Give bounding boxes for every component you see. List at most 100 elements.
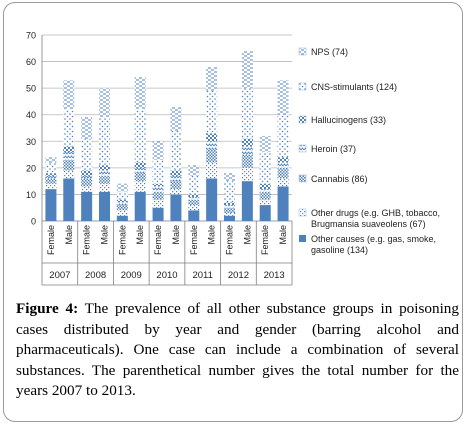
x-tick-label: Female [189, 225, 199, 255]
bar-segment [45, 183, 57, 190]
bar-segment [241, 181, 253, 221]
bar-segment [134, 109, 146, 163]
legend-swatch [298, 82, 307, 91]
y-tick-label: 30 [26, 137, 36, 147]
bar-segment [241, 50, 253, 89]
bar-segment [116, 191, 128, 200]
bar-segment [224, 202, 235, 206]
x-tick-label: Male [278, 225, 288, 245]
bar-segment [45, 175, 57, 179]
legend-swatch [298, 115, 307, 124]
bar-segment [170, 106, 182, 131]
bar-segment [63, 170, 75, 179]
bar-segment [134, 173, 146, 182]
y-tick-label: 10 [26, 190, 36, 200]
bar-segment [99, 191, 110, 221]
bar-segment [81, 186, 93, 192]
bar-segment [99, 165, 110, 171]
x-tick-label: Female [225, 225, 235, 255]
year-label: 2009 [121, 270, 142, 281]
bar-segment [134, 191, 146, 221]
stacked-bar-chart: 0 10 20 30 40 50 60 70 Female Male Female Male Femal… [26, 31, 440, 286]
bar-segment [99, 170, 110, 176]
bar-segment [206, 141, 218, 150]
bar-segment [170, 194, 182, 221]
bar-segment [206, 90, 218, 134]
bar-segment [152, 186, 164, 192]
x-tick-label: Male [207, 225, 217, 245]
legend-label: Heroin (37) [311, 144, 356, 154]
bar-segment [277, 157, 289, 163]
x-tick-label: Male [171, 225, 181, 245]
bar-segment [188, 194, 200, 198]
x-tick-label: Female [82, 225, 92, 255]
bar-segment [116, 205, 128, 211]
bar-segment [45, 157, 57, 163]
legend-label: Cannabis (86) [311, 174, 368, 184]
bar-segment [277, 186, 289, 221]
bar-segment [99, 175, 110, 184]
year-label: 2008 [85, 270, 106, 281]
year-label: 2011 [192, 270, 212, 281]
bar-segment [277, 178, 289, 187]
caption-label: Figure 4: [16, 300, 79, 317]
bar-segment [170, 181, 182, 190]
bar-segment [259, 191, 271, 200]
x-tick-label: Female [117, 225, 127, 255]
legend-swatch [298, 47, 307, 56]
bar-segment [206, 133, 218, 142]
year-label: 2013 [264, 270, 285, 281]
axes: 0 10 20 30 40 50 60 70 Female Male Female Male Femal… [26, 31, 293, 286]
legend-label: CNS-stimulants (124) [311, 82, 397, 92]
bar-segment [188, 165, 200, 176]
bar-segment [45, 162, 57, 174]
gridlines [42, 34, 292, 222]
bar-segment [241, 138, 253, 147]
legend-swatch [298, 208, 307, 217]
bar-segment [170, 175, 182, 182]
bar-segment [259, 199, 271, 206]
bar-segment [63, 159, 75, 171]
bar-segment [99, 88, 110, 118]
bar-segment [81, 191, 93, 221]
bar-segment [224, 213, 235, 216]
bar-segment [152, 159, 164, 184]
bar-segment [277, 162, 289, 168]
bar-segment [152, 183, 164, 187]
bar-segment [188, 210, 200, 221]
bar-segment [63, 80, 75, 110]
bar-segment [81, 175, 93, 179]
bar-segment [277, 114, 289, 158]
bar-segment [81, 170, 93, 176]
bar-segment [152, 191, 164, 200]
bar-segment [152, 141, 164, 160]
bar-segment [152, 199, 164, 208]
bar-segment [170, 130, 182, 171]
caption-text: The prevalence of all other substance gr… [16, 300, 459, 399]
bars [45, 50, 289, 221]
x-tick-label: Female [260, 225, 270, 255]
bar-segment [188, 197, 200, 200]
bar-segment [206, 178, 218, 221]
bar-segment [45, 189, 57, 221]
year-label: 2012 [228, 270, 249, 281]
x-tick-label: Male [64, 225, 74, 245]
bar-segment [241, 88, 253, 139]
bar-segment [152, 207, 164, 221]
bar-segment [259, 135, 271, 152]
y-tick-label: 50 [26, 84, 36, 94]
bar-segment [241, 154, 253, 168]
bar-segment [277, 167, 289, 179]
bar-segment [224, 207, 235, 214]
bar-segment [259, 205, 271, 221]
bar-segment [241, 146, 253, 155]
bar-segment [45, 173, 57, 176]
legend-label: Other causes (e.g. gas, smoke, gasoline (… [311, 234, 436, 255]
x-tick-label: Male [135, 225, 145, 245]
x-tick-label: Male [100, 225, 110, 245]
bar-segment [81, 117, 93, 139]
legend-label: Hallucinogens (33) [311, 115, 386, 125]
bar-segment [241, 167, 253, 182]
bar-segment [134, 167, 146, 174]
bar-segment [188, 199, 200, 206]
